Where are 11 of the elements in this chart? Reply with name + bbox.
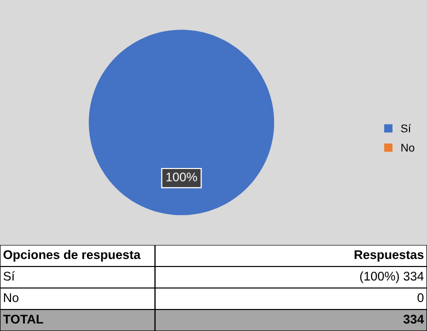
text: No [4, 293, 18, 302]
legend-label: Sí [401, 124, 412, 132]
legend-label: No [401, 144, 414, 152]
text: 334 [403, 314, 424, 324]
data-label: 100% [166, 172, 198, 182]
text: (100%) 334 [360, 271, 424, 284]
text: Respuestas [354, 250, 424, 262]
text: TOTAL [3, 314, 44, 324]
text: Opciones de respuesta [4, 250, 141, 262]
text: 0 [418, 293, 424, 302]
text: Sí [4, 271, 15, 281]
